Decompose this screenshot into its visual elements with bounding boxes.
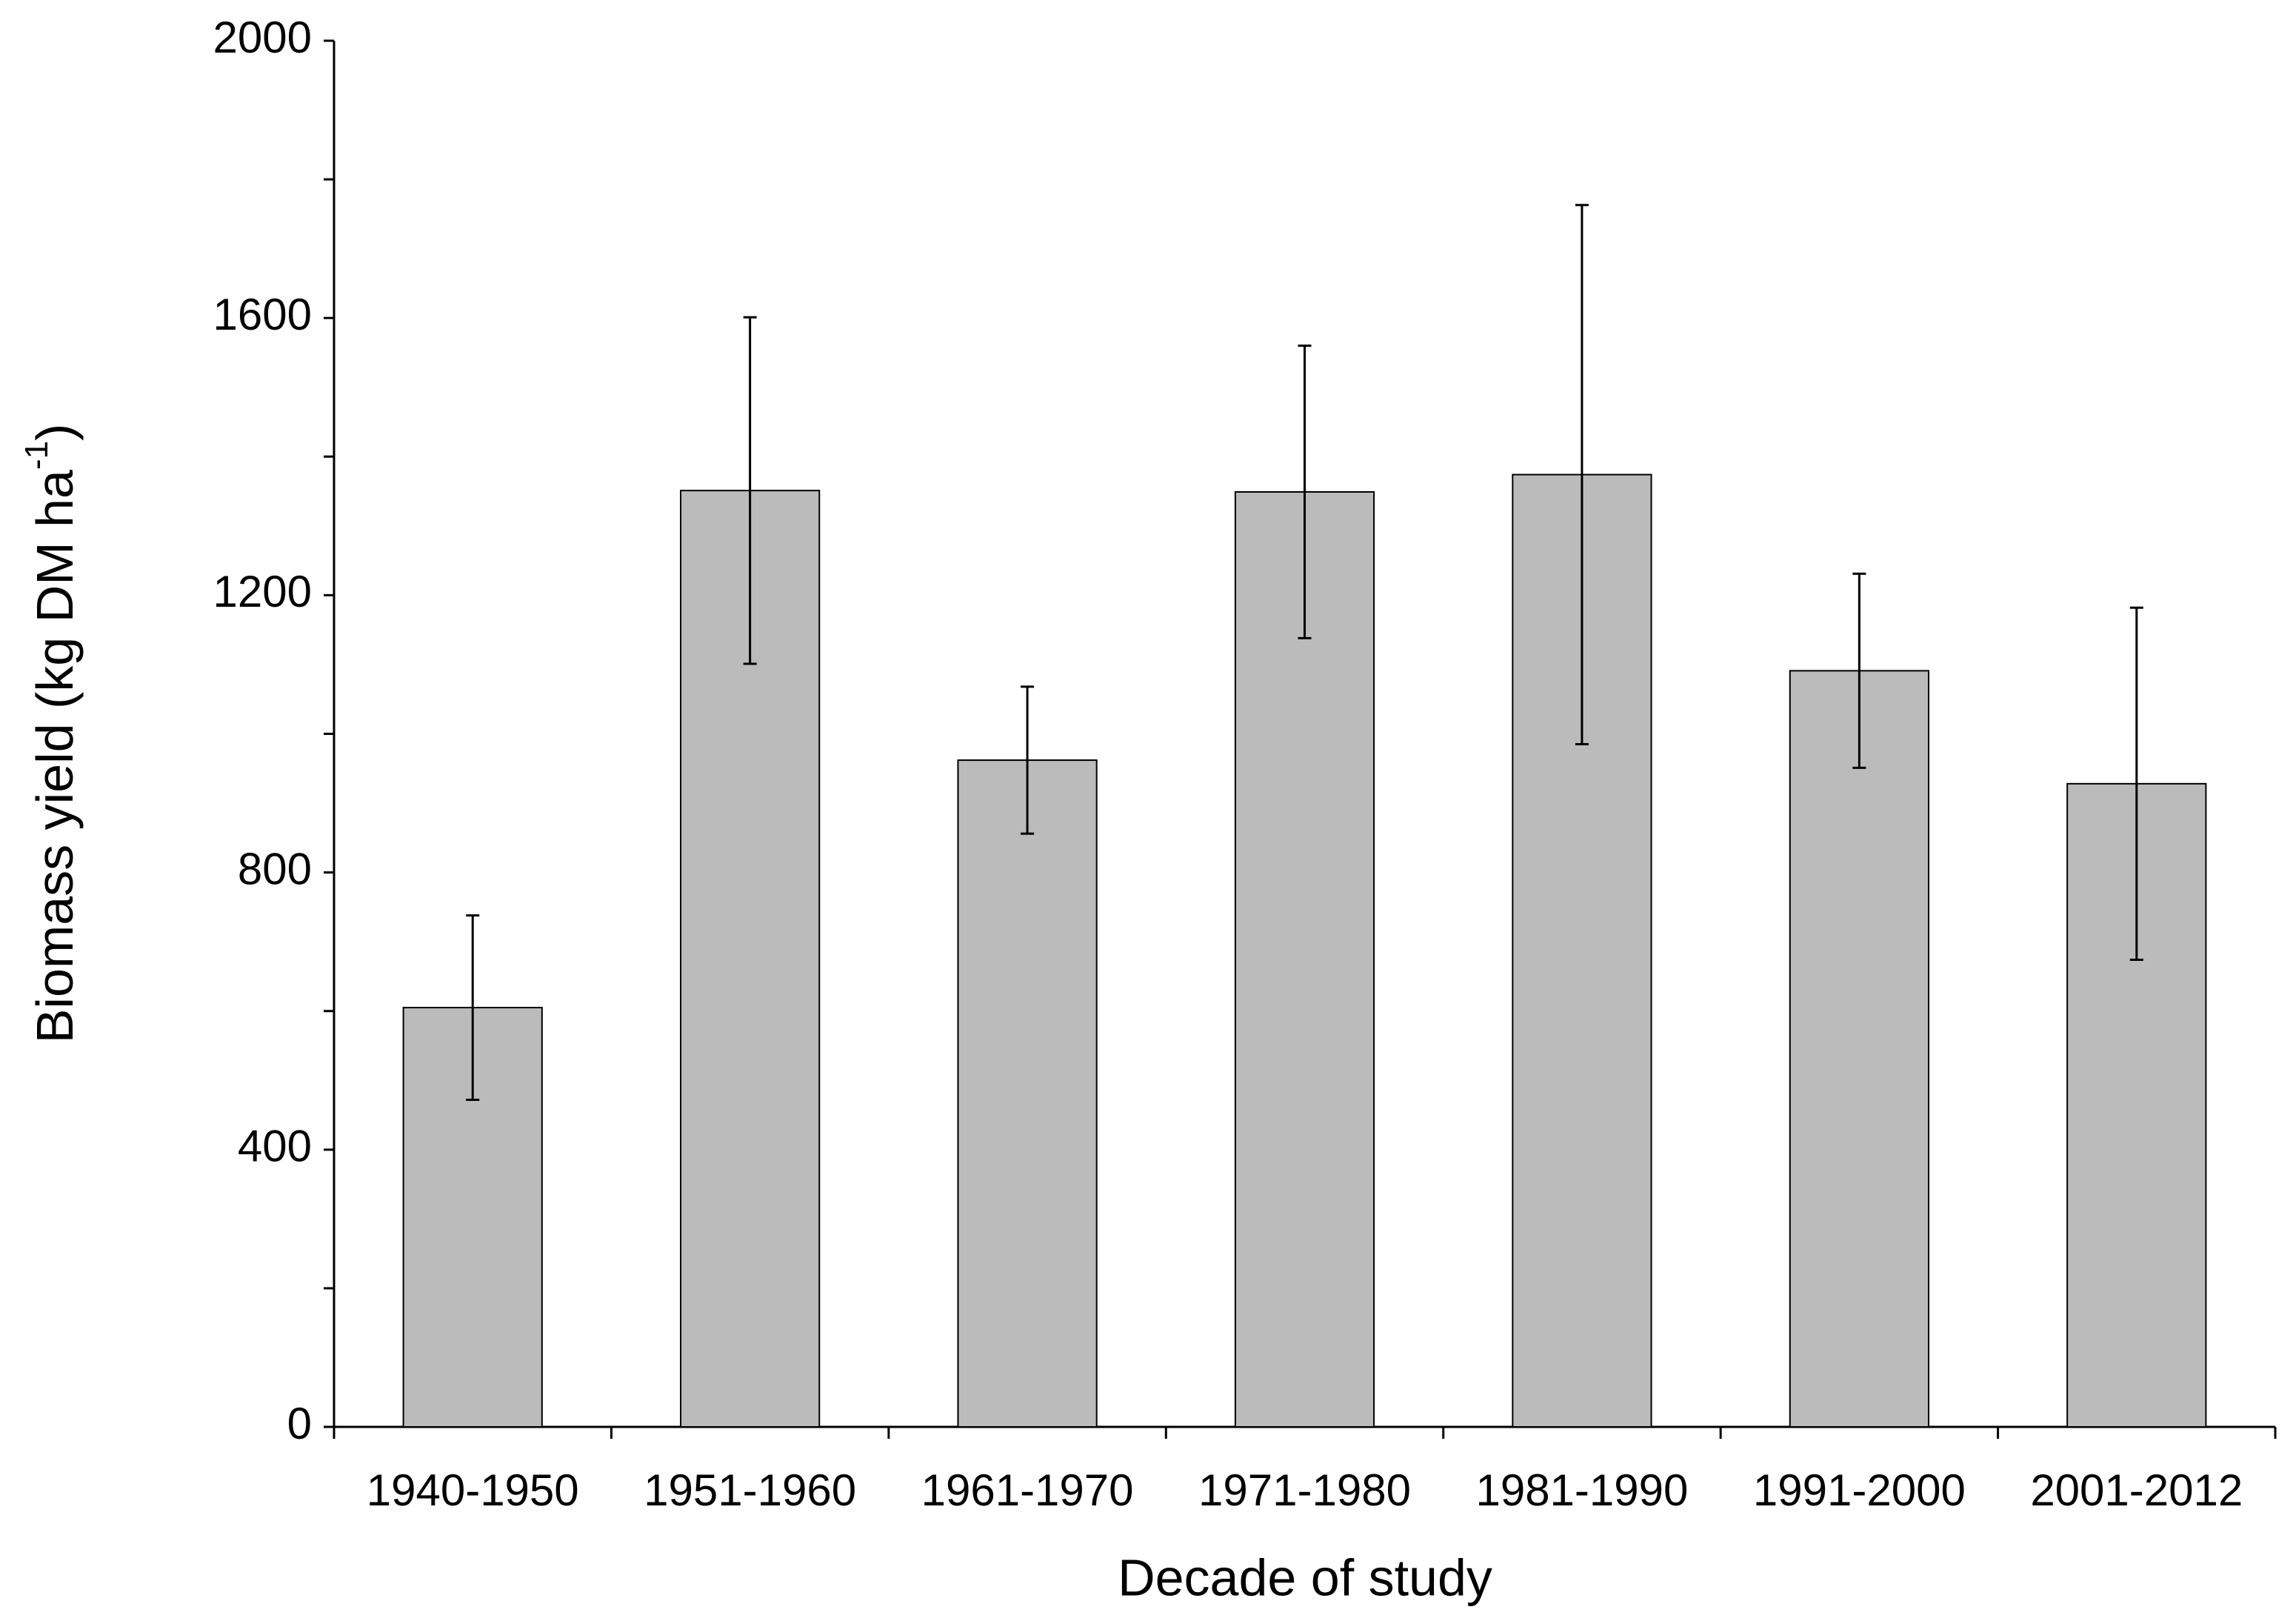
bar — [402, 1007, 543, 1428]
y-axis-label-sup: -1 — [19, 441, 55, 470]
y-axis-label-main: Biomass yield (kg DM ha — [26, 470, 84, 1043]
bar — [1234, 491, 1375, 1428]
x-tick-label: 1981-1990 — [1475, 1465, 1688, 1515]
x-axis-label: Decade of study — [1118, 1548, 1492, 1606]
x-tick-label: 1991-2000 — [1753, 1465, 1966, 1515]
x-tick-label: 1940-1950 — [367, 1465, 579, 1515]
y-tick-label: 1600 — [213, 290, 312, 339]
y-axis-label-end: ) — [26, 424, 84, 441]
x-tick-label: 1951-1960 — [644, 1465, 856, 1515]
y-axis-label: Biomass yield (kg DM ha-1) — [19, 424, 84, 1044]
y-tick-label: 1200 — [213, 567, 312, 616]
y-tick-label: 400 — [238, 1122, 312, 1171]
y-tick-label: 800 — [238, 844, 312, 893]
x-tick-label: 2001-2012 — [2030, 1465, 2243, 1515]
bar — [1789, 670, 1929, 1428]
y-tick-label: 0 — [287, 1399, 312, 1448]
x-tick-label: 1961-1970 — [921, 1465, 1134, 1515]
bar — [957, 759, 1098, 1428]
x-tick-label: 1971-1980 — [1198, 1465, 1411, 1515]
y-tick-label: 2000 — [213, 13, 312, 62]
